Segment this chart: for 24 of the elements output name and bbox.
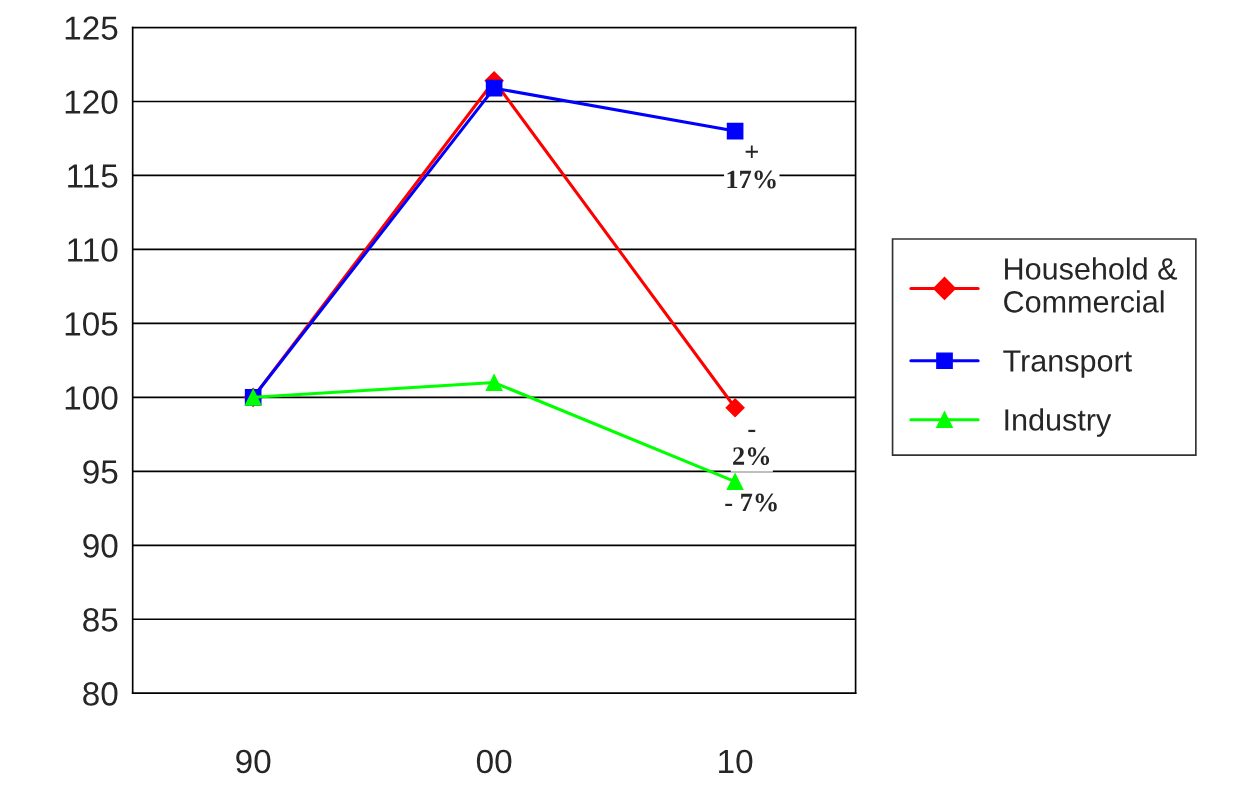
legend-label: Household & Commercial — [1004, 257, 1178, 313]
y-tick-label: 100 — [65, 386, 118, 410]
point — [726, 473, 744, 491]
y-tick-label: 115 — [68, 164, 118, 188]
annotation: + 17% — [727, 145, 776, 189]
x-tick-label: 00 — [476, 749, 512, 774]
y-tick-label: 90 — [83, 534, 118, 558]
annotation: - 2% — [733, 429, 770, 466]
point — [485, 374, 503, 391]
point — [725, 398, 745, 418]
y-tick-label: 85 — [83, 608, 118, 632]
point — [726, 122, 744, 140]
y-tick-label: 80 — [83, 682, 118, 706]
legend-label: Industry — [1005, 408, 1112, 437]
x-tick-label: 90 — [236, 749, 271, 774]
y-tick-label: 125 — [65, 16, 118, 40]
y-tick-label: 110 — [68, 238, 118, 262]
legend-label: Transport — [1003, 350, 1132, 378]
x-tick-label: 10 — [719, 749, 753, 774]
y-tick-label: 105 — [65, 312, 118, 336]
y-tick-label: 95 — [83, 460, 118, 484]
point — [485, 79, 503, 97]
y-tick-label: 120 — [65, 90, 118, 114]
annotation: - 7% — [725, 493, 777, 512]
